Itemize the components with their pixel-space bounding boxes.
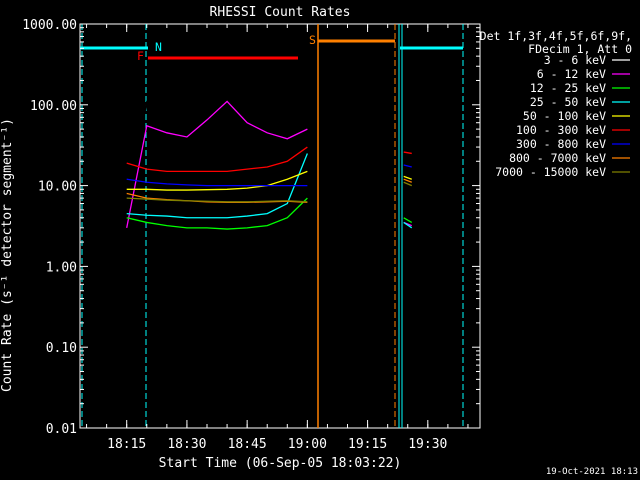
y-tick-label-4: 0.10 (46, 341, 77, 356)
legend-label-8: 7000 - 15000 keV (495, 165, 606, 179)
x-tick-label-4: 19:15 (348, 437, 387, 452)
series-2 (126, 197, 413, 230)
legend-label-5: 100 - 300 keV (516, 123, 606, 137)
timestamp: 19-Oct-2021 18:13 (546, 467, 638, 477)
legend-label-6: 300 - 800 keV (516, 137, 606, 151)
series-line-8-1 (403, 181, 412, 187)
legend-label-7: 800 - 7000 keV (509, 151, 606, 165)
series-line-7-1 (403, 178, 412, 183)
series-line-3-1 (403, 221, 413, 229)
y-axis-label: Count Rate (s⁻¹ detector segment⁻¹) (0, 118, 15, 392)
chart-title: RHESSI Count Rates (210, 5, 351, 20)
x-tick-label-3: 19:00 (288, 437, 327, 452)
series-line-8-0 (126, 197, 308, 203)
series-5 (126, 146, 412, 173)
y-tick-label-0: 1000.00 (22, 18, 77, 33)
x-tick-label-2: 18:45 (228, 437, 267, 452)
x-axis-label: Start Time (06-Sep-05 18:03:22) (159, 456, 402, 471)
series-line-5-0 (126, 146, 308, 173)
x-tick-label-0: 18:15 (107, 437, 146, 452)
series-8 (126, 181, 412, 203)
series-line-6-0 (126, 178, 308, 187)
annotation-n: N (155, 40, 162, 54)
annotation-s: S (309, 33, 316, 47)
legend-label-3: 25 - 50 keV (530, 95, 606, 109)
y-tick-label-5: 0.01 (46, 422, 77, 437)
legend-label-4: 50 - 100 keV (523, 109, 606, 123)
series-6 (126, 164, 412, 187)
series-line-4-1 (403, 175, 412, 180)
series-line-2-0 (126, 197, 308, 230)
series-line-2-1 (403, 217, 413, 224)
series-7 (126, 178, 412, 204)
legend-label-2: 12 - 25 keV (530, 81, 606, 95)
series-3 (126, 153, 413, 229)
legend-label-0: 3 - 6 keV (544, 53, 606, 67)
y-tick-label-1: 100.00 (30, 99, 77, 114)
plot-area (79, 23, 481, 429)
series-line-0-0 (126, 89, 308, 228)
x-tick-label-5: 19:30 (408, 437, 447, 452)
series-line-5-1 (403, 151, 412, 155)
series-line-0-1 (403, 229, 413, 238)
series-line-4-0 (126, 170, 308, 191)
x-tick-label-1: 18:30 (167, 437, 206, 452)
y-tick-label-2: 10.00 (38, 180, 77, 195)
legend-header-1: FDecim 1, Att 0 (528, 42, 632, 56)
y-tick-label-3: 1.00 (46, 260, 77, 275)
series-4 (126, 170, 412, 191)
legend-label-1: 6 - 12 keV (537, 67, 606, 81)
series-0 (126, 89, 413, 238)
series-line-6-1 (403, 164, 412, 168)
legend-header-0: Det 1f,3f,4f,5f,6f,9f, (480, 29, 632, 43)
series-line-1-0 (126, 100, 308, 228)
series-1 (126, 100, 412, 228)
annotation-f: F (137, 49, 144, 63)
series-line-3-0 (126, 153, 308, 219)
